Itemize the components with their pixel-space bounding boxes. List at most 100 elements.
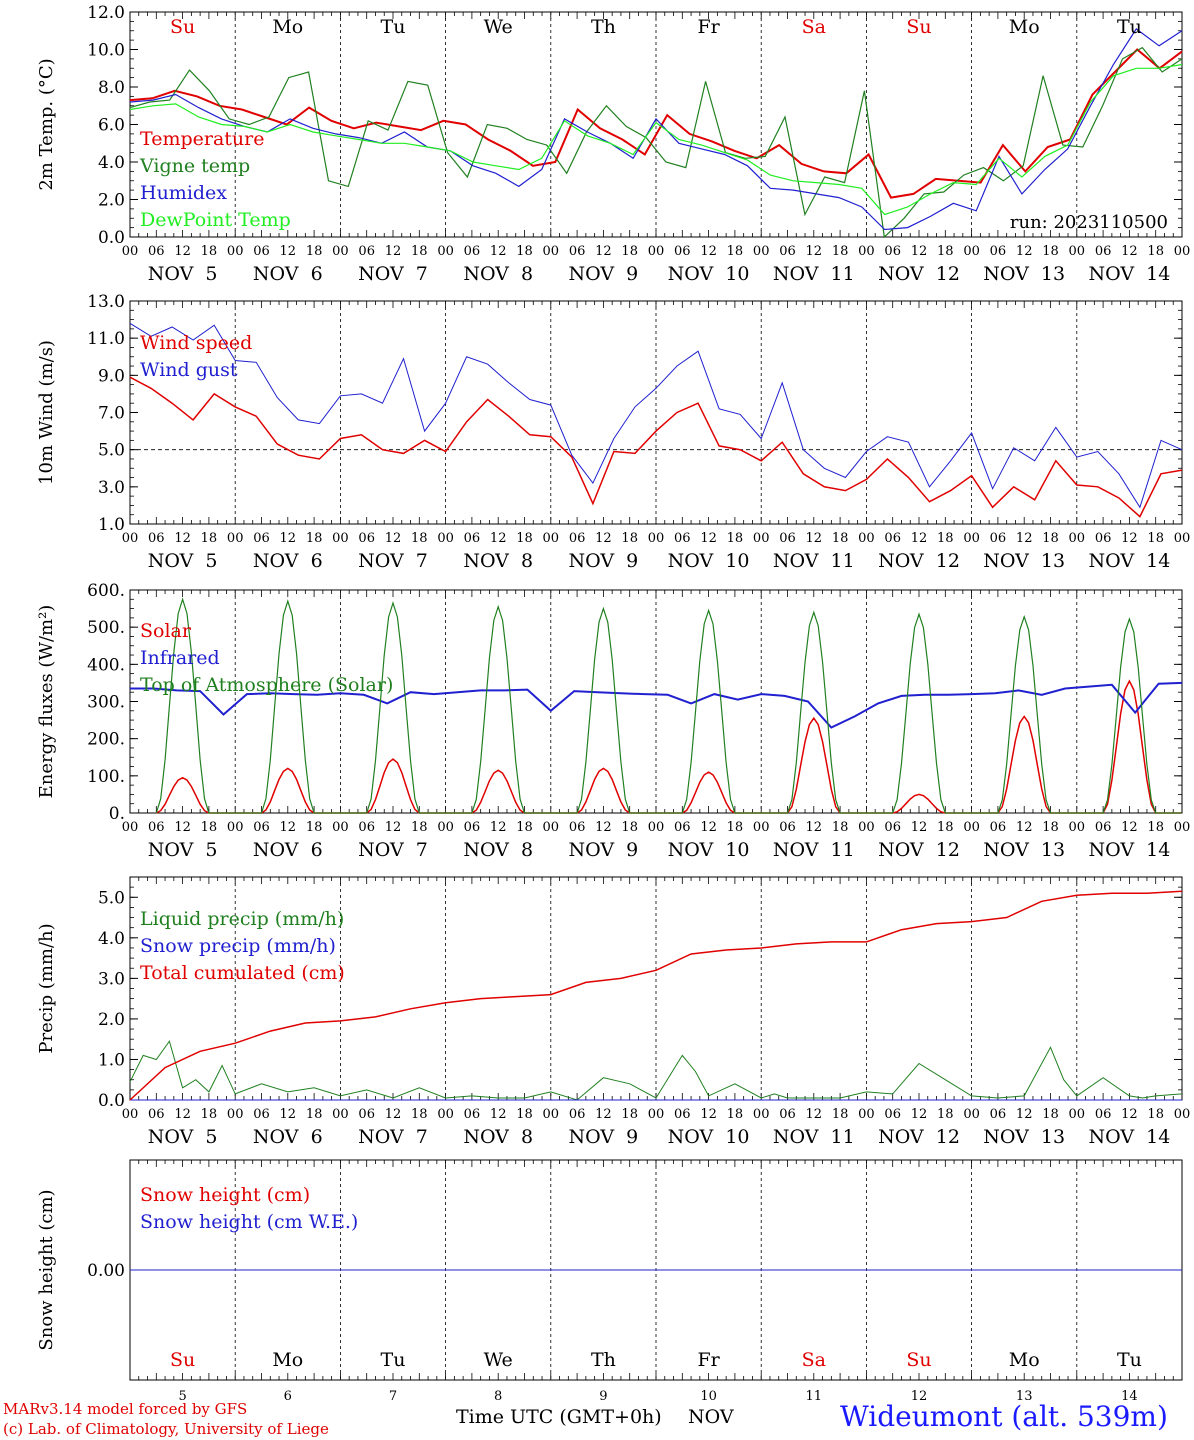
y-tick-label: 7.0	[98, 404, 125, 424]
date-label: 5	[178, 1389, 186, 1404]
date-label: NOV 14	[1088, 550, 1170, 572]
y-tick-label: 100.	[87, 767, 125, 787]
hour-label: 00	[227, 531, 244, 546]
weekday-label: Su	[170, 16, 195, 38]
hour-label: 18	[306, 531, 323, 546]
hour-label: 06	[779, 1107, 796, 1122]
series-line	[129, 46, 1183, 239]
hour-label: 06	[1095, 531, 1112, 546]
date-label: NOV 13	[983, 839, 1065, 861]
hour-label: 00	[543, 244, 560, 259]
hour-label: 06	[1095, 244, 1112, 259]
hour-label: 18	[621, 820, 638, 835]
hour-label: 06	[358, 244, 375, 259]
y-tick-label: 5.0	[98, 888, 125, 908]
hour-label: 06	[569, 1107, 586, 1122]
date-label: NOV 8	[463, 1126, 533, 1148]
hour-label: 06	[253, 244, 270, 259]
hour-label: 12	[700, 820, 717, 835]
date-label: NOV 11	[773, 1126, 855, 1148]
hour-label: 00	[437, 1107, 454, 1122]
series-line	[129, 1040, 1183, 1101]
date-label: NOV 5	[148, 263, 218, 285]
hour-label: 12	[1016, 244, 1033, 259]
weekday-label: We	[484, 1349, 513, 1371]
weekday-label: Mo	[1009, 1349, 1040, 1371]
weekday-label: Tu	[381, 1349, 406, 1371]
series-line	[129, 890, 1183, 1101]
legend-entry: Solar	[140, 620, 192, 642]
hour-label: 06	[464, 820, 481, 835]
date-label: NOV 11	[773, 263, 855, 285]
hour-label: 18	[201, 820, 218, 835]
hour-label: 12	[1016, 531, 1033, 546]
hour-label: 06	[148, 531, 165, 546]
hour-label: 00	[332, 531, 349, 546]
y-tick-label: 5.0	[98, 441, 125, 461]
hour-label: 00	[1174, 1107, 1191, 1122]
hour-label: 06	[779, 531, 796, 546]
hour-label: 00	[437, 820, 454, 835]
hour-label: 18	[621, 531, 638, 546]
hour-label: 00	[122, 531, 139, 546]
date-label: 14	[1121, 1389, 1138, 1404]
date-label: NOV 14	[1088, 839, 1170, 861]
hour-label: 06	[674, 244, 691, 259]
hour-label: 00	[963, 531, 980, 546]
date-label: NOV 13	[983, 263, 1065, 285]
date-label: NOV 9	[569, 1126, 639, 1148]
hour-label: 00	[1069, 244, 1086, 259]
legend-entry: Total cumulated (cm)	[140, 962, 345, 984]
date-label: NOV 11	[773, 839, 855, 861]
hour-label: 18	[1147, 244, 1164, 259]
date-label: NOV 7	[358, 1126, 428, 1148]
hour-label: 06	[569, 820, 586, 835]
legend-entry: Liquid precip (mm/h)	[140, 908, 344, 930]
legend-entry: Wind speed	[140, 332, 252, 354]
hour-label: 00	[1069, 820, 1086, 835]
hour-label: 00	[858, 1107, 875, 1122]
hour-label: 00	[753, 820, 770, 835]
y-axis-label: Precip (mm/h)	[36, 923, 57, 1053]
hour-label: 18	[1147, 820, 1164, 835]
station-title: Wideumont (alt. 539m)	[840, 1400, 1168, 1433]
date-label: NOV 12	[878, 1126, 960, 1148]
date-label: NOV 13	[983, 550, 1065, 572]
model-credit: MARv3.14 model forced by GFS	[3, 1400, 248, 1418]
y-axis-label: 2m Temp. (°C)	[36, 58, 57, 190]
hour-label: 00	[543, 820, 560, 835]
run-annotation: run: 2023110500	[1010, 212, 1168, 233]
hour-label: 00	[332, 820, 349, 835]
y-tick-label: 0.0	[98, 228, 125, 248]
series-line	[130, 681, 1183, 729]
legend-entry: Temperature	[140, 128, 264, 150]
legend-entry: Top of Atmosphere (Solar)	[140, 674, 393, 696]
hour-label: 00	[122, 244, 139, 259]
date-label: NOV 8	[463, 550, 533, 572]
hour-label: 06	[148, 820, 165, 835]
date-label: NOV 9	[569, 839, 639, 861]
hour-label: 18	[727, 1107, 744, 1122]
weekday-label: Tu	[381, 16, 406, 38]
hour-label: 00	[122, 820, 139, 835]
weekday-label: We	[484, 16, 513, 38]
hour-label: 00	[963, 820, 980, 835]
hour-label: 06	[148, 1107, 165, 1122]
series-line	[129, 322, 1183, 509]
x-axis-title: Time UTC (GMT+0h)	[456, 1406, 662, 1428]
date-label: NOV 7	[358, 263, 428, 285]
hour-label: 00	[858, 820, 875, 835]
hour-label: 18	[727, 820, 744, 835]
date-label: NOV 11	[773, 550, 855, 572]
hour-label: 12	[490, 1107, 507, 1122]
date-label: NOV 7	[358, 550, 428, 572]
hour-label: 00	[1174, 531, 1191, 546]
hour-label: 00	[648, 244, 665, 259]
hour-label: 18	[937, 244, 954, 259]
weekday-label: Sa	[802, 16, 826, 38]
hour-label: 00	[753, 244, 770, 259]
date-label: NOV 9	[569, 550, 639, 572]
hour-label: 12	[595, 820, 612, 835]
hour-label: 12	[490, 244, 507, 259]
date-label: NOV 8	[463, 263, 533, 285]
